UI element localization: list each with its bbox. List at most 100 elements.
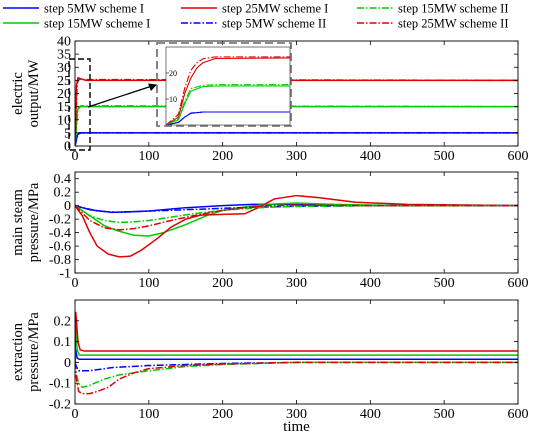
x-tick-label: 0	[72, 407, 79, 422]
zoom-region-box	[68, 58, 91, 151]
inset-series-line-step-5mw-scheme-ii	[166, 111, 290, 125]
y-tick-label: -0.1	[49, 377, 71, 392]
y-tick-label: -0.4	[49, 226, 71, 241]
y-tick-label: 0.4	[54, 172, 72, 187]
x-tick-label: 300	[286, 407, 307, 422]
x-tick-label: 600	[508, 276, 529, 291]
x-tick-label: 300	[286, 276, 307, 291]
inset-dashed-border	[156, 42, 292, 127]
zoom-arrow-line	[87, 85, 153, 108]
y-axis-label: pressure/MPa	[26, 312, 42, 392]
series-line-step-5mw-scheme-ii	[75, 361, 518, 372]
inset-y-tick-label: 10	[169, 95, 177, 104]
panel-3: 0 100 200 300 400 500 600-0.2-0.100.10.2extrac…	[10, 299, 529, 435]
zoom-arrowhead	[148, 83, 157, 91]
y-tick-label: 0.2	[54, 186, 72, 201]
series-line-step-15mw-scheme-i	[75, 202, 518, 237]
legend-entry-step-5mw-scheme-ii: step 5MW scheme II	[181, 17, 326, 31]
x-tick-label: 200	[212, 149, 233, 164]
legend-entry-step-15mw-scheme-ii: step 15MW scheme II	[357, 2, 509, 16]
series-group	[75, 194, 518, 258]
x-tick-label: 400	[360, 407, 381, 422]
inset-y-tick-label: 20	[169, 69, 177, 78]
inset-series-line-step-15mw-scheme-ii	[166, 84, 290, 125]
x-tick-label: 100	[138, 276, 159, 291]
x-tick-label: 500	[434, 407, 455, 422]
legend-label: step 15MW scheme II	[398, 2, 509, 16]
panel-1: 0 100 200 300 400 500 6000510152025303540elect…	[10, 35, 529, 165]
y-tick-label: 25	[57, 74, 71, 89]
x-tick-label: 500	[434, 149, 455, 164]
x-tick-label: 600	[508, 407, 529, 422]
y-tick-label: 0.1	[54, 335, 72, 350]
legend-label: step 15MW scheme I	[44, 17, 150, 31]
y-axis-label: pressure/MPa	[26, 182, 42, 262]
x-tick-label: 400	[360, 276, 381, 291]
x-tick-label: 0	[72, 149, 79, 164]
y-tick-label: 0	[64, 140, 71, 155]
series-line-step-25mw-scheme-i	[75, 77, 518, 146]
legend-entry-step-25mw-scheme-ii: step 25MW scheme II	[357, 17, 509, 31]
x-tick-label: 200	[212, 407, 233, 422]
y-tick-label: 0.2	[54, 314, 72, 329]
inset-plot: 10 20	[156, 42, 292, 127]
x-axis-label: time	[283, 419, 310, 435]
series-line-step-15mw-scheme-ii	[75, 105, 518, 146]
y-tick-label: 20	[57, 87, 71, 102]
legend-entry-step-25mw-scheme-i: step 25MW scheme I	[181, 2, 328, 16]
series-line-step-5mw-scheme-i	[75, 349, 518, 363]
y-tick-label: 5	[64, 126, 71, 141]
legend-entry-step-5mw-scheme-i: step 5MW scheme I	[3, 2, 144, 16]
axes-frame	[74, 40, 519, 147]
y-tick-label: 0	[64, 199, 71, 214]
legend-label: step 25MW scheme II	[398, 17, 509, 31]
inset-series-group	[166, 56, 290, 125]
legend-entry-step-15mw-scheme-i: step 15MW scheme I	[3, 17, 150, 31]
x-tick-label: 400	[360, 149, 381, 164]
y-tick-label: -0.2	[49, 398, 71, 413]
series-line-step-5mw-scheme-ii	[75, 132, 518, 146]
axes-frame	[74, 299, 519, 405]
x-tick-label: 300	[286, 149, 307, 164]
x-tick-label: 500	[434, 276, 455, 291]
legend-label: step 5MW scheme I	[44, 2, 144, 16]
x-tick-label: 100	[138, 407, 159, 422]
inset-series-line-step-25mw-scheme-ii	[166, 56, 290, 125]
series-group	[75, 311, 518, 395]
y-axis-label: output/MW	[26, 59, 42, 127]
x-tick-label: 200	[212, 276, 233, 291]
legend-label: step 25MW scheme I	[222, 2, 328, 16]
axes-frame	[74, 171, 519, 274]
inset-axes-frame	[165, 46, 291, 126]
y-axis-label: main steam	[10, 189, 26, 256]
y-axis-label: electric	[10, 72, 26, 115]
y-tick-label: 10	[57, 113, 71, 128]
series-line-step-25mw-scheme-ii	[75, 204, 518, 231]
y-tick-label: 15	[57, 100, 71, 115]
series-line-step-15mw-scheme-i	[75, 105, 518, 146]
y-tick-label: -1	[59, 267, 71, 282]
series-line-step-15mw-scheme-ii	[75, 204, 518, 224]
y-axis-label: extraction	[10, 322, 26, 381]
legend-label: step 5MW scheme II	[222, 17, 326, 31]
inset-series-line-step-25mw-scheme-i	[166, 57, 290, 125]
y-tick-label: 40	[57, 35, 71, 50]
series-line-step-25mw-scheme-i	[75, 194, 518, 258]
series-line-step-25mw-scheme-ii	[75, 361, 518, 395]
x-tick-label: 100	[138, 149, 159, 164]
series-line-step-15mw-scheme-i	[75, 328, 518, 363]
y-tick-label: 35	[57, 48, 71, 63]
y-tick-label: -0.2	[49, 213, 71, 228]
panel-2: 0 100 200 300 400 500 600-1-0.8-0.6-0.4-0.200.…	[10, 171, 529, 291]
y-tick-label: -0.8	[49, 253, 71, 268]
series-group	[75, 77, 518, 146]
inset-series-line-step-15mw-scheme-i	[166, 85, 290, 125]
zoom-annotation	[68, 58, 157, 151]
y-tick-label: 0	[64, 356, 71, 371]
y-tick-label: -0.6	[49, 240, 71, 255]
x-tick-label: 0	[72, 276, 79, 291]
x-tick-label: 600	[508, 149, 529, 164]
y-tick-label: 30	[57, 61, 71, 76]
